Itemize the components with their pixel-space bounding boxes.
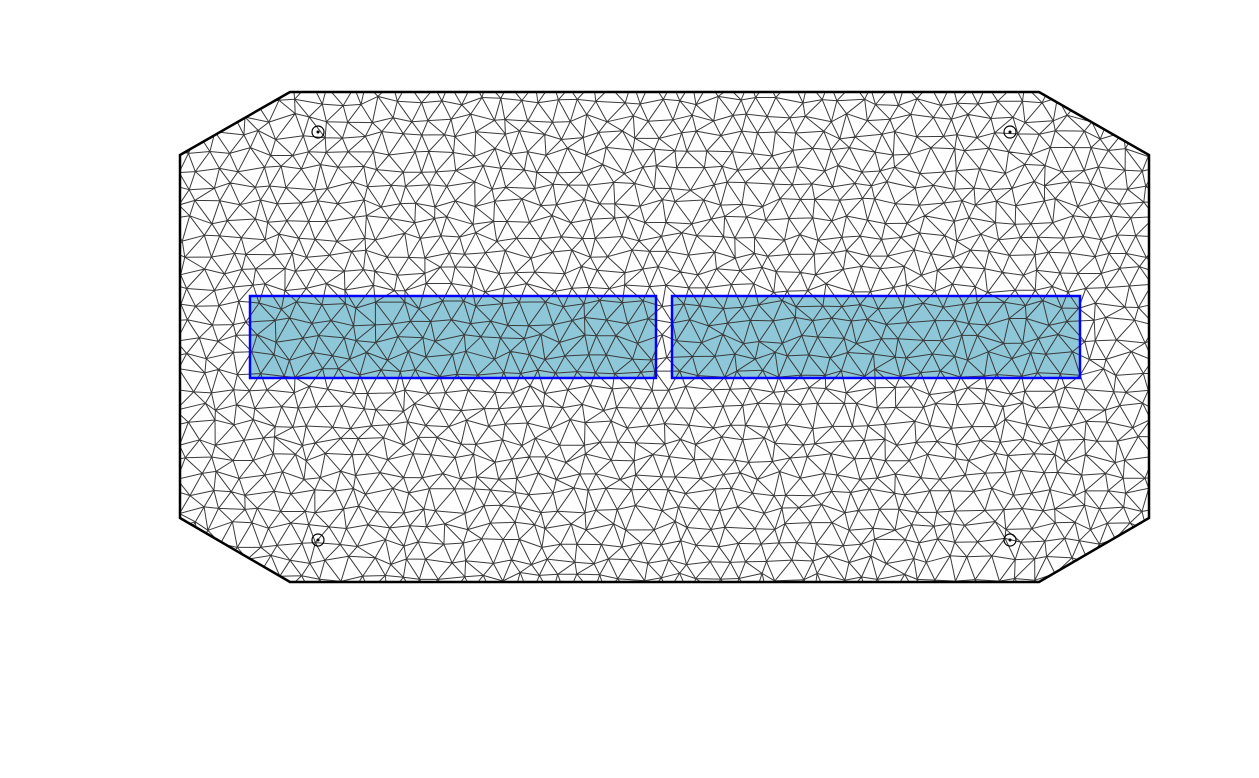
top-left-marker <box>311 125 325 139</box>
circle-dot-icon <box>311 125 325 139</box>
mesh-domain <box>180 92 1149 582</box>
left-rectangle-outline <box>248 294 658 380</box>
bottom-right-marker <box>1003 533 1017 547</box>
right-rectangle-outline <box>670 294 1082 380</box>
circle-dot-icon <box>1003 533 1017 547</box>
bottom-left-marker <box>311 533 325 547</box>
circle-dot-icon <box>1003 125 1017 139</box>
circle-dot-icon <box>311 533 325 547</box>
top-right-marker <box>1003 125 1017 139</box>
outer-boundary <box>178 90 1151 584</box>
